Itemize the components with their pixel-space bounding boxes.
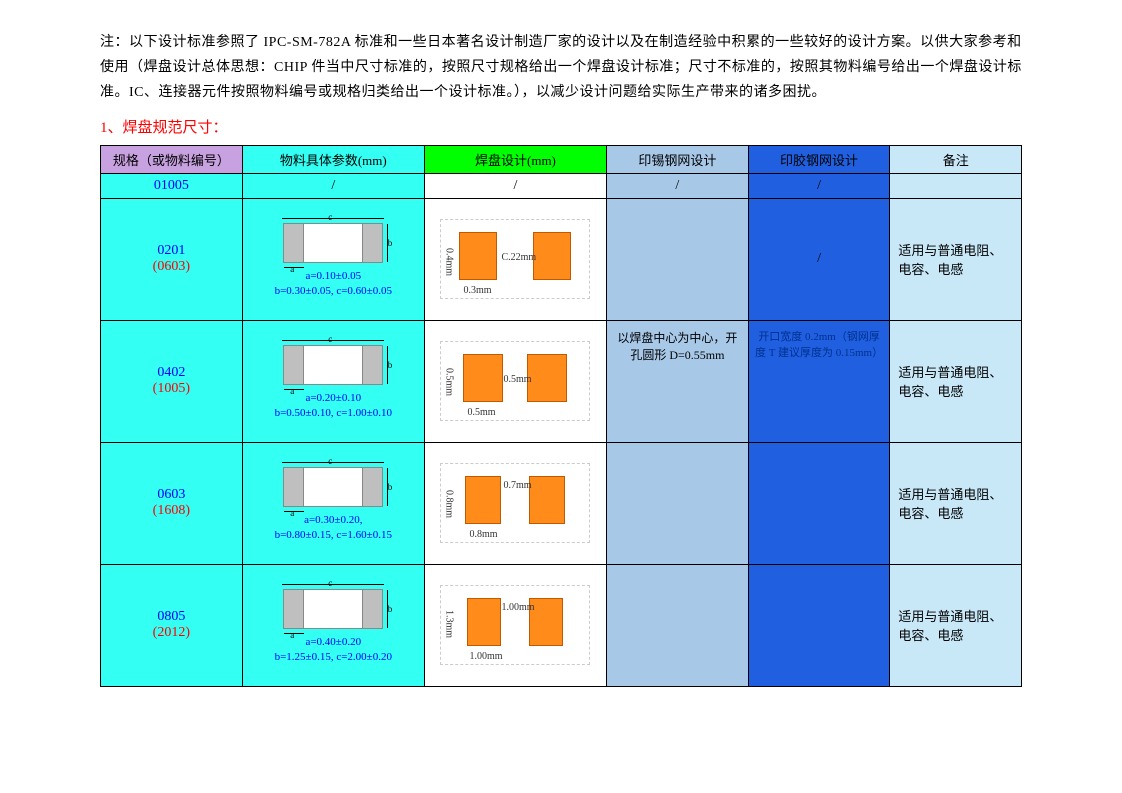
spec-main: 01005	[154, 178, 189, 193]
cell-text: /	[331, 178, 335, 193]
dim-label: 1.00mm	[501, 602, 534, 613]
cell-text: /	[817, 251, 821, 266]
cell-text	[607, 198, 749, 320]
dim-label: 0.7mm	[503, 480, 531, 491]
spec-alt: (2012)	[107, 625, 236, 641]
table-row: 01005 / / / /	[101, 173, 1022, 198]
param-a: a=0.10±0.05	[249, 269, 418, 284]
param-bc: b=0.50±0.10, c=1.00±0.10	[249, 406, 418, 421]
pad-diagram: 0.8mm 0.7mm 0.8mm	[440, 463, 590, 543]
spec-alt: (0603)	[107, 259, 236, 275]
cell-text	[890, 173, 1022, 198]
dim-label: b	[388, 482, 393, 492]
dim-label: c	[328, 456, 332, 466]
intro-paragraph: 注：以下设计标准参照了 IPC-SM-782A 标准和一些日本著名设计制造厂家的…	[100, 30, 1022, 106]
component-diagram: a b c	[283, 345, 383, 385]
remark-text: 适用与普通电阻、电容、电感	[890, 442, 1022, 564]
dim-label: b	[388, 360, 393, 370]
spec-alt: (1005)	[107, 381, 236, 397]
pad-spec-table: 规格（或物料编号） 物料具体参数(mm) 焊盘设计(mm) 印锡钢网设计 印胶钢…	[100, 145, 1022, 687]
dim-label: a	[290, 508, 294, 518]
cell-text: /	[817, 178, 821, 193]
cell-text	[607, 442, 749, 564]
dim-label: 0.3mm	[463, 285, 491, 296]
dim-label: C.22mm	[501, 252, 536, 263]
param-bc: b=0.80±0.15, c=1.60±0.15	[249, 528, 418, 543]
pad-diagram: 1.3mm 1.00mm 1.00mm	[440, 585, 590, 665]
param-a: a=0.40±0.20	[249, 635, 418, 650]
dim-label: 1.00mm	[469, 651, 502, 662]
th-glue: 印胶钢网设计	[748, 145, 890, 173]
spec-main: 0402	[107, 365, 236, 381]
table-row: 0805 (2012) a b c a=0.40±0.20 b=1.25±0.1…	[101, 564, 1022, 686]
param-a: a=0.20±0.10	[249, 391, 418, 406]
th-param: 物料具体参数(mm)	[242, 145, 424, 173]
spec-main: 0201	[107, 243, 236, 259]
dim-label: a	[290, 264, 294, 274]
th-spec: 规格（或物料编号）	[101, 145, 243, 173]
param-bc: b=0.30±0.05, c=0.60±0.05	[249, 284, 418, 299]
dim-label: c	[328, 578, 332, 588]
component-diagram: a b c	[283, 589, 383, 629]
spec-main: 0805	[107, 609, 236, 625]
dim-label: 0.8mm	[443, 490, 454, 518]
th-sn: 印锡钢网设计	[607, 145, 749, 173]
cell-text: 开口宽度 0.2mm（钢网厚度 T 建议厚度为 0.15mm）	[755, 331, 883, 360]
section-title: 1、焊盘规范尺寸：	[100, 116, 1022, 137]
dim-label: 0.8mm	[469, 529, 497, 540]
component-diagram: a b c	[283, 223, 383, 263]
dim-label: c	[328, 334, 332, 344]
remark-text: 适用与普通电阻、电容、电感	[890, 320, 1022, 442]
cell-text: /	[514, 178, 518, 193]
dim-label: a	[290, 630, 294, 640]
dim-label: b	[388, 604, 393, 614]
spec-main: 0603	[107, 487, 236, 503]
dim-label: a	[290, 386, 294, 396]
table-row: 0201 (0603) a b c a=0.10±0.05 b=0.30±0.0…	[101, 198, 1022, 320]
dim-label: 1.3mm	[443, 610, 454, 638]
dim-label: 0.5mm	[467, 407, 495, 418]
table-row: 0402 (1005) a b c a=0.20±0.10 b=0.50±0.1…	[101, 320, 1022, 442]
th-remark: 备注	[890, 145, 1022, 173]
param-a: a=0.30±0.20,	[249, 513, 418, 528]
dim-label: c	[328, 212, 332, 222]
table-row: 0603 (1608) a b c a=0.30±0.20, b=0.80±0.…	[101, 442, 1022, 564]
pad-diagram: 0.5mm 0.5mm 0.5mm	[440, 341, 590, 421]
dim-label: b	[388, 238, 393, 248]
dim-label: 0.5mm	[503, 374, 531, 385]
dim-label: 0.4mm	[443, 248, 454, 276]
cell-text: 以焊盘中心为中心，开孔圆形 D=0.55mm	[607, 320, 749, 442]
spec-alt: (1608)	[107, 503, 236, 519]
component-diagram: a b c	[283, 467, 383, 507]
remark-text: 适用与普通电阻、电容、电感	[890, 198, 1022, 320]
param-bc: b=1.25±0.15, c=2.00±0.20	[249, 650, 418, 665]
cell-text	[748, 564, 890, 686]
remark-text: 适用与普通电阻、电容、电感	[890, 564, 1022, 686]
pad-diagram: 0.4mm C.22mm 0.3mm	[440, 219, 590, 299]
cell-text	[607, 564, 749, 686]
cell-text: /	[675, 178, 679, 193]
cell-text	[748, 442, 890, 564]
table-header-row: 规格（或物料编号） 物料具体参数(mm) 焊盘设计(mm) 印锡钢网设计 印胶钢…	[101, 145, 1022, 173]
dim-label: 0.5mm	[443, 368, 454, 396]
th-pad: 焊盘设计(mm)	[424, 145, 606, 173]
